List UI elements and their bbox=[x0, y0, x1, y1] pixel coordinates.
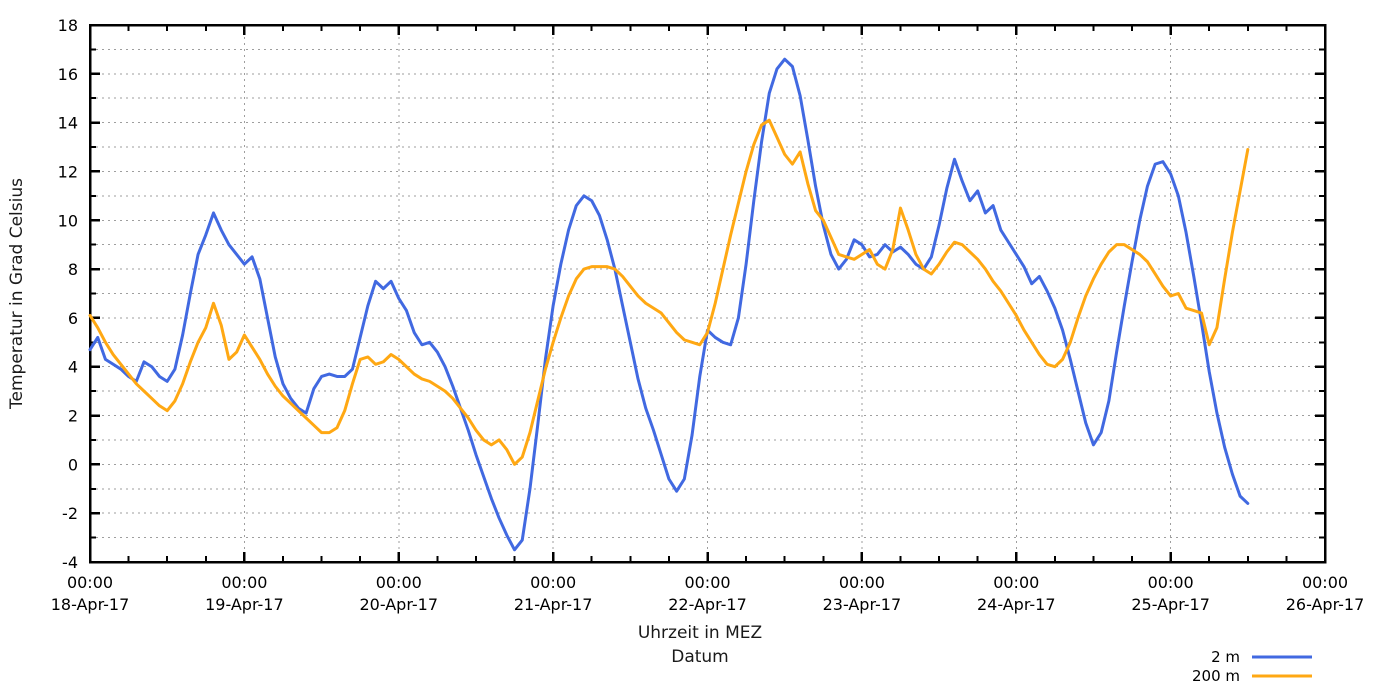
y-tick-label: 8 bbox=[68, 260, 78, 279]
y-tick-label: 16 bbox=[58, 65, 78, 84]
x-tick-date-label: 22-Apr-17 bbox=[668, 595, 747, 614]
x-tick-time-label: 00:00 bbox=[839, 573, 885, 592]
y-tick-label: 6 bbox=[68, 309, 78, 328]
x-tick-date-label: 24-Apr-17 bbox=[977, 595, 1056, 614]
legend-label-200-m: 200 m bbox=[1192, 667, 1240, 685]
axis-ticks bbox=[88, 23, 1327, 564]
series-line-2-m bbox=[88, 57, 1250, 552]
x-axis-title: Uhrzeit in MEZ bbox=[638, 623, 762, 643]
data-series-layer bbox=[88, 57, 1250, 552]
x-tick-date-label: 20-Apr-17 bbox=[359, 595, 438, 614]
y-tick-label: 4 bbox=[68, 358, 78, 377]
y-axis-tick-labels: 18 16 14 12 10 8 6 4 2 0 -2 -4 bbox=[58, 16, 78, 572]
x-tick-time-label: 00:00 bbox=[993, 573, 1039, 592]
y-tick-label: -2 bbox=[62, 504, 78, 523]
legend-label-2-m: 2 m bbox=[1211, 648, 1240, 666]
x-tick-time-label: 00:00 bbox=[221, 573, 267, 592]
y-tick-label: 14 bbox=[58, 114, 78, 133]
y-tick-label: 2 bbox=[68, 407, 78, 426]
x-tick-date-label: 21-Apr-17 bbox=[514, 595, 593, 614]
y-tick-label: 10 bbox=[58, 211, 78, 230]
x-tick-time-label: 00:00 bbox=[530, 573, 576, 592]
y-tick-label: 12 bbox=[58, 162, 78, 181]
x-tick-time-label: 00:00 bbox=[67, 573, 113, 592]
x-tick-time-label: 00:00 bbox=[1302, 573, 1348, 592]
x-tick-date-label: 19-Apr-17 bbox=[205, 595, 284, 614]
x-tick-date-label: 25-Apr-17 bbox=[1131, 595, 1210, 614]
series-line-200-m bbox=[88, 118, 1250, 466]
x-tick-time-label: 00:00 bbox=[1148, 573, 1194, 592]
x-tick-date-label: 26-Apr-17 bbox=[1286, 595, 1365, 614]
x-axis-subtitle: Datum bbox=[671, 647, 729, 667]
axis-titles: Temperatur in Grad Celsius Uhrzeit in MEZ… bbox=[7, 178, 762, 667]
y-tick-label: 0 bbox=[68, 455, 78, 474]
x-tick-date-label: 18-Apr-17 bbox=[51, 595, 130, 614]
x-axis-tick-labels: 00:00 18-Apr-17 00:00 19-Apr-17 00:00 20-Apr-… bbox=[51, 573, 1365, 614]
y-axis-title: Temperatur in Grad Celsius bbox=[7, 178, 27, 410]
y-tick-label: -4 bbox=[62, 553, 78, 572]
x-tick-time-label: 00:00 bbox=[376, 573, 422, 592]
x-tick-date-label: 23-Apr-17 bbox=[823, 595, 902, 614]
y-tick-label: 18 bbox=[58, 16, 78, 35]
x-tick-time-label: 00:00 bbox=[684, 573, 730, 592]
